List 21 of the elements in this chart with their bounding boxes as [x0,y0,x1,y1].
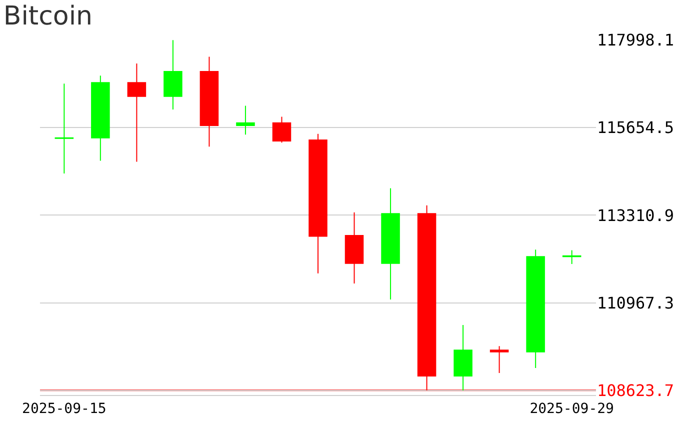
candlestick [344,212,364,284]
y-tick-label: 113310.9 [597,206,674,225]
y-tick-label: 117998.1 [597,30,674,50]
candlestick [91,75,110,162]
candlestick [272,116,292,144]
candlestick [200,56,219,148]
y-tick-label: 110967.3 [597,293,674,312]
candlestick [127,63,146,162]
y-tick-label: 108623.7 [597,380,674,400]
x-tick-label: 2025-09-15 [22,400,106,417]
chart-title: Bitcoin [3,2,93,32]
candlestick [236,105,255,136]
candlestick [54,83,74,174]
candlestick [454,324,472,391]
candlestick [490,346,509,374]
y-tick-label: 115654.5 [597,118,674,138]
candlestick [308,133,328,274]
x-tick-label: 2025-09-29 [530,400,614,417]
candlestick [381,188,400,300]
candlestick [526,249,545,368]
candlestick [164,40,182,110]
